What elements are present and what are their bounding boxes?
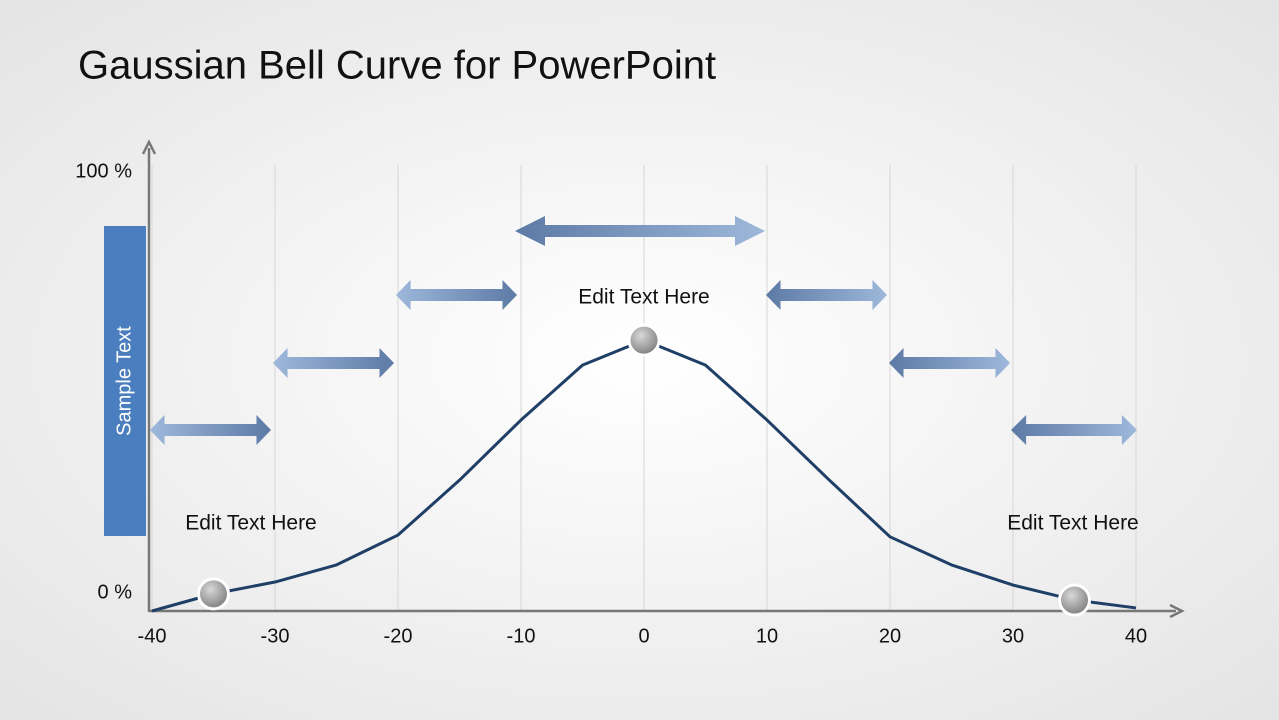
point-marker: [197, 577, 230, 611]
side-bar: [104, 226, 146, 536]
x-tick-label: 30: [1002, 625, 1024, 647]
x-arrowhead: [1169, 603, 1185, 619]
x-tick-label: 20: [879, 625, 901, 647]
x-tick-label: -20: [384, 625, 413, 647]
y-tick-label: 0 %: [98, 581, 133, 603]
x-tick-label: -40: [138, 625, 167, 647]
y-arrowhead: [141, 139, 157, 155]
axes: [141, 139, 1185, 619]
annotation: Edit Text Here: [185, 512, 317, 535]
point-marker: [1058, 583, 1091, 617]
y-tick-label: 100 %: [75, 160, 132, 182]
annotation: Edit Text Here: [1007, 512, 1139, 535]
x-tick-label: 10: [756, 625, 778, 647]
x-tick-label: -30: [261, 625, 290, 647]
x-tick-label: 40: [1125, 625, 1147, 647]
x-tick-label: 0: [638, 625, 649, 647]
point-marker: [627, 323, 661, 357]
side-label: Sample Text: [113, 326, 135, 436]
annotation: Edit Text Here: [578, 286, 710, 309]
x-tick-label: -10: [507, 625, 536, 647]
title: Gaussian Bell Curve for PowerPoint: [78, 44, 716, 88]
